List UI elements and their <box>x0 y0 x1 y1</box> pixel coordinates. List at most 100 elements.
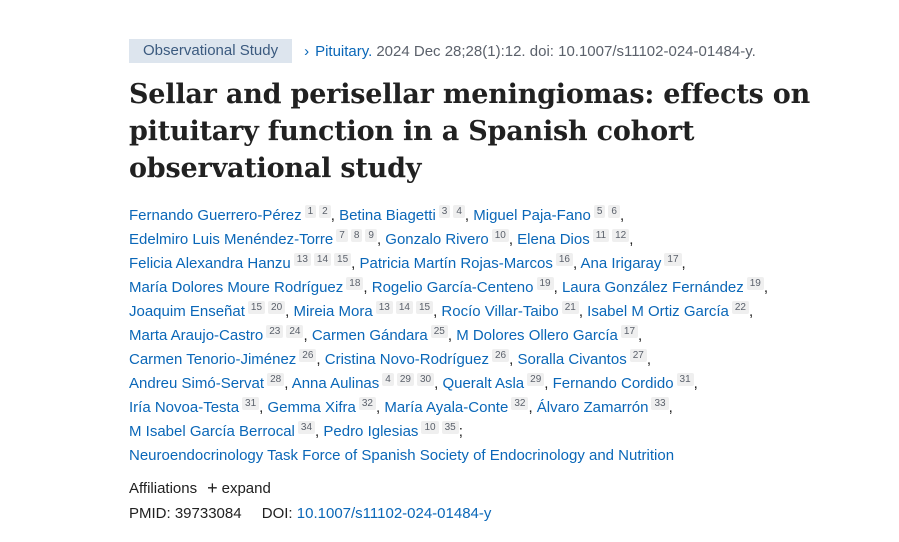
author-separator: , <box>376 231 382 248</box>
affiliation-ref[interactable]: 34 <box>297 421 316 434</box>
plus-icon: + <box>207 478 218 498</box>
affiliation-ref[interactable]: 23 <box>266 325 284 338</box>
author-link[interactable]: Gemma Xifra <box>267 399 356 416</box>
author-separator: , <box>363 279 368 296</box>
author-link[interactable]: M Isabel García Berrocal <box>129 423 295 440</box>
affiliation-ref[interactable]: 19 <box>536 277 554 290</box>
author-link[interactable]: Pedro Iglesias <box>323 423 419 440</box>
affiliation-ref[interactable]: 10 <box>491 229 509 242</box>
pmid-value: 39733084 <box>174 505 242 522</box>
affiliation-ref[interactable]: 8 <box>350 229 363 242</box>
author-separator: , <box>259 399 264 416</box>
affiliation-ref[interactable]: 6 <box>608 205 620 218</box>
affiliation-ref[interactable]: 12 <box>612 229 630 242</box>
journal-link[interactable]: Pituitary. <box>315 42 373 60</box>
affiliation-ref[interactable]: 15 <box>247 301 266 314</box>
author-link[interactable]: Rogelio García-Centeno <box>371 279 534 296</box>
affiliations-toggle[interactable]: Affiliations + expand <box>129 478 849 498</box>
affiliation-ref[interactable]: 13 <box>375 301 393 314</box>
doi-link[interactable]: 10.1007/s11102-024-01484-y <box>296 505 492 522</box>
affiliation-ref[interactable]: 4 <box>453 205 465 218</box>
author-separator: , <box>668 399 673 416</box>
affiliation-ref[interactable]: 17 <box>620 325 639 338</box>
author-separator: , <box>376 399 381 416</box>
author-separator: , <box>629 231 634 248</box>
author-link[interactable]: Fernando Cordido <box>552 375 674 392</box>
author-link[interactable]: Miguel Paja-Fano <box>473 207 591 224</box>
author-link[interactable]: Edelmiro Luis Menéndez-Torre <box>129 231 334 248</box>
author-separator: , <box>509 351 514 368</box>
author-separator: , <box>433 303 438 320</box>
affiliation-ref[interactable]: 18 <box>346 277 364 290</box>
author-link[interactable]: María Ayala-Conte <box>384 399 509 416</box>
affiliation-ref[interactable]: 11 <box>592 229 610 242</box>
publication-type-badge[interactable]: Observational Study <box>129 39 293 63</box>
author-link[interactable]: Queralt Asla <box>442 375 525 392</box>
affiliation-ref[interactable]: 14 <box>395 301 413 314</box>
affiliation-ref[interactable]: 26 <box>299 349 317 362</box>
author-link[interactable]: Iría Novoa-Testa <box>129 399 240 416</box>
author-link[interactable]: Rocío Villar-Taibo <box>441 303 559 320</box>
affiliation-ref[interactable]: 9 <box>365 229 377 242</box>
author-separator: , <box>544 375 549 392</box>
affiliation-ref[interactable]: 22 <box>731 301 749 314</box>
affiliation-ref[interactable]: 15 <box>334 253 352 266</box>
affiliation-ref[interactable]: 4 <box>382 373 394 386</box>
affiliation-ref[interactable]: 32 <box>511 397 529 410</box>
author-link[interactable]: Gonzalo Rivero <box>385 231 489 248</box>
affiliation-ref[interactable]: 2 <box>319 205 331 218</box>
affiliation-ref[interactable]: 19 <box>746 277 764 290</box>
affiliation-ref[interactable]: 29 <box>396 373 414 386</box>
affiliation-ref[interactable]: 27 <box>629 349 647 362</box>
affiliation-ref[interactable]: 28 <box>267 373 285 386</box>
author-link[interactable]: Carmen Tenorio-Jiménez <box>129 351 297 368</box>
affiliation-ref[interactable]: 30 <box>416 373 435 386</box>
author-link[interactable]: Felicia Alexandra Hanzu <box>129 255 291 272</box>
affiliation-ref[interactable]: 7 <box>336 229 348 242</box>
article-title: Sellar and perisellar meningiomas: effec… <box>129 79 811 184</box>
affiliation-ref[interactable]: 31 <box>242 397 260 410</box>
affiliation-ref[interactable]: 5 <box>593 205 606 218</box>
author-link[interactable]: Soralla Civantos <box>517 351 627 368</box>
expand-button[interactable]: expand <box>221 480 271 497</box>
author-link[interactable]: Betina Biagetti <box>339 207 436 224</box>
author-separator: , <box>681 255 686 272</box>
author-separator: , <box>303 327 308 344</box>
collective-author-link[interactable]: Neuroendocrinology Task Force of Spanish… <box>129 447 675 464</box>
affiliation-ref[interactable]: 13 <box>293 253 311 266</box>
author-link[interactable]: Isabel M Ortiz García <box>587 303 729 320</box>
author-link[interactable]: Andreu Simó-Servat <box>129 375 265 392</box>
affiliation-ref[interactable]: 14 <box>313 253 332 266</box>
affiliation-ref[interactable]: 25 <box>430 325 448 338</box>
author-link[interactable]: Álvaro Zamarrón <box>536 399 649 416</box>
affiliation-ref[interactable]: 1 <box>304 205 317 218</box>
author-link[interactable]: Laura González Fernández <box>561 279 744 296</box>
affiliation-ref[interactable]: 29 <box>527 373 545 386</box>
affiliation-ref[interactable]: 10 <box>421 421 439 434</box>
affiliation-ref[interactable]: 17 <box>664 253 682 266</box>
author-link[interactable]: Joaquim Enseñat <box>129 303 245 320</box>
author-link[interactable]: Fernando Guerrero-Pérez <box>129 207 302 224</box>
affiliation-ref[interactable]: 31 <box>676 373 694 386</box>
author-link[interactable]: Cristina Novo-Rodríguez <box>324 351 489 368</box>
affiliation-ref[interactable]: 24 <box>286 325 304 338</box>
affiliation-ref[interactable]: 21 <box>561 301 579 314</box>
affiliation-ref[interactable]: 35 <box>441 421 459 434</box>
author-link[interactable]: Marta Araujo-Castro <box>129 327 264 344</box>
author-separator: , <box>748 303 754 320</box>
author-link[interactable]: M Dolores Ollero García <box>456 327 618 344</box>
author-link[interactable]: Anna Aulinas <box>291 375 380 392</box>
affiliation-ref[interactable]: 15 <box>415 301 434 314</box>
author-link[interactable]: Ana Irigaray <box>580 255 662 272</box>
affiliation-ref[interactable]: 33 <box>651 397 669 410</box>
author-link[interactable]: María Dolores Moure Rodríguez <box>129 279 344 296</box>
author-link[interactable]: Mireia Mora <box>293 303 373 320</box>
affiliation-ref[interactable]: 32 <box>358 397 376 410</box>
affiliation-ref[interactable]: 16 <box>555 253 573 266</box>
affiliation-ref[interactable]: 3 <box>438 205 451 218</box>
affiliation-ref[interactable]: 20 <box>268 301 286 314</box>
author-link[interactable]: Patricia Martín Rojas-Marcos <box>359 255 553 272</box>
affiliation-ref[interactable]: 26 <box>492 349 510 362</box>
author-link[interactable]: Carmen Gándara <box>311 327 428 344</box>
author-link[interactable]: Elena Dios <box>517 231 590 248</box>
